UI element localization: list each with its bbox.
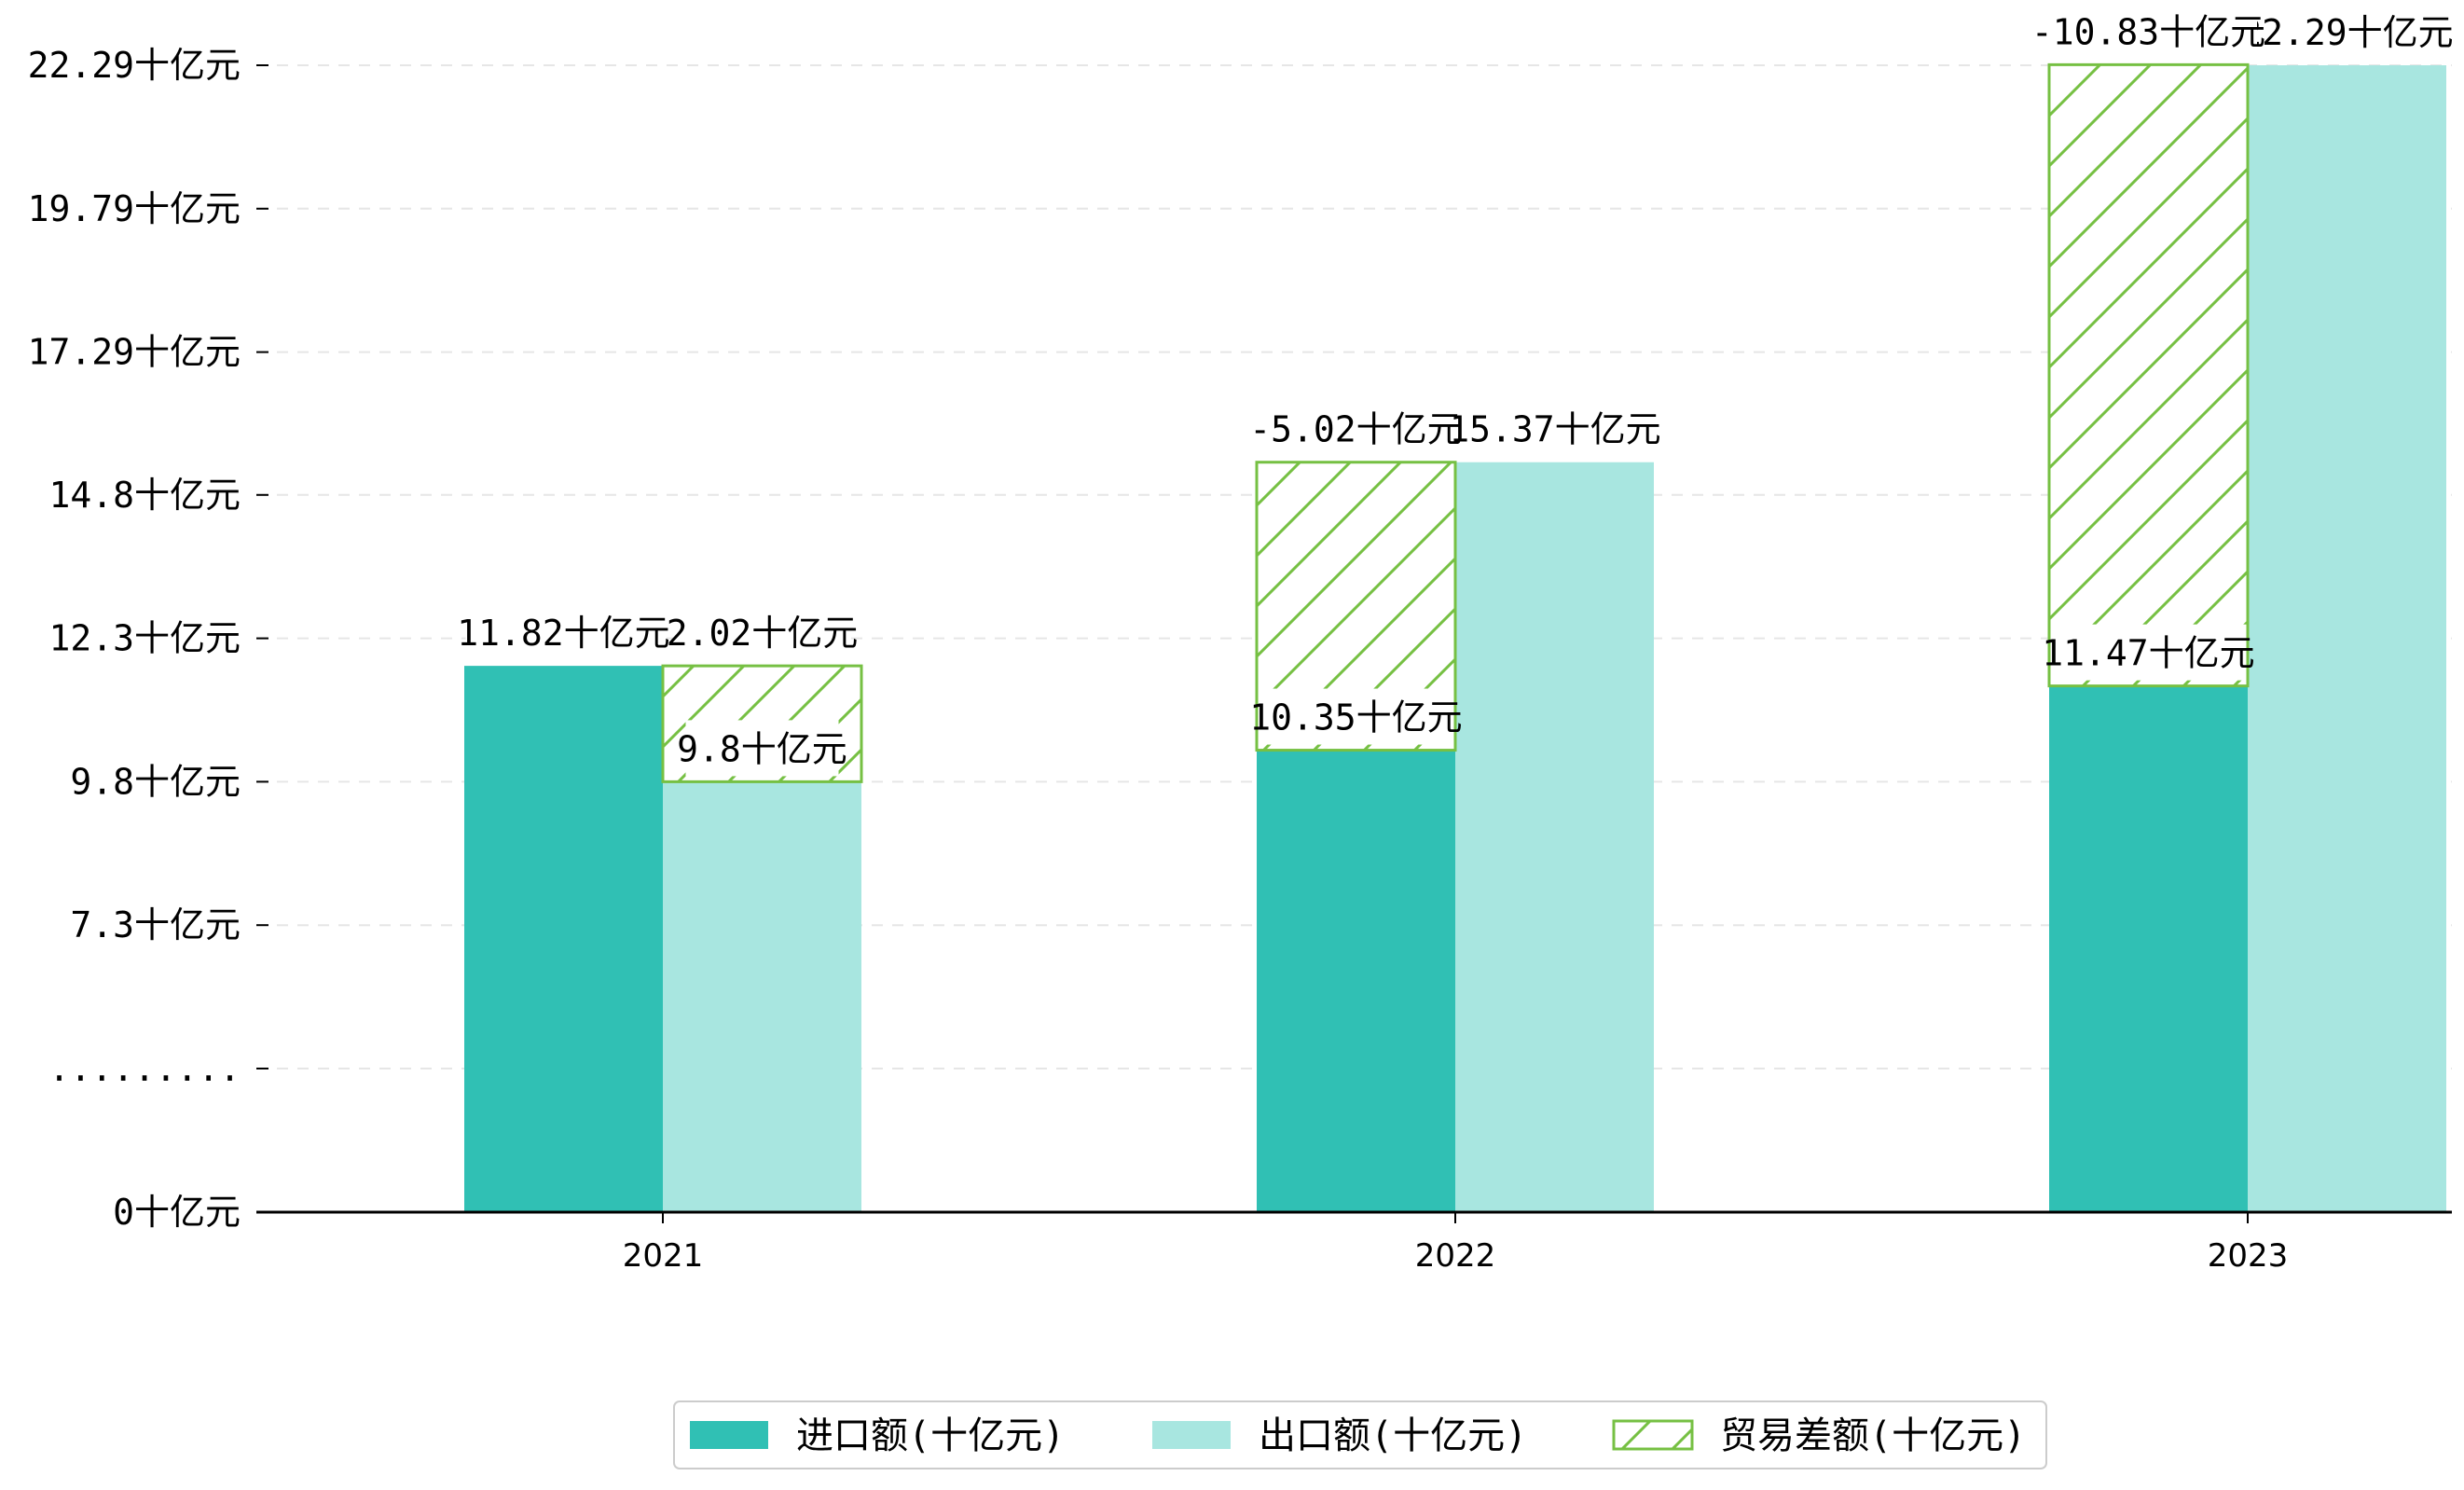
data-label-import-2022: 10.35十亿元 [1249, 697, 1462, 738]
data-label-balance-2023-box [2040, 3, 2257, 60]
bar-export-2022 [1455, 462, 1654, 1212]
y-tick-label: 14.8十亿元 [48, 475, 241, 516]
legend-swatch-0 [690, 1421, 768, 1449]
y-tick-label: 7.3十亿元 [70, 904, 241, 945]
bar-import-2023 [2049, 685, 2248, 1212]
data-label-import-2021-box [465, 604, 662, 661]
legend-frame [673, 1400, 2047, 1469]
y-tick-label: ......... [48, 1048, 241, 1089]
bar-export-2021 [663, 781, 861, 1212]
data-label-import-2023: 11.47十亿元 [2042, 633, 2254, 674]
legend-swatch-2 [1612, 1419, 1694, 1451]
x-tick-label: 2023 [2208, 1237, 2289, 1275]
legend-label-0: 进口额(十亿元) [796, 1414, 1065, 1457]
data-label-import-2022-box [1258, 688, 1454, 745]
data-label-export-2022: 15.37十亿元 [1448, 409, 1660, 450]
bar-export-2023 [2248, 65, 2446, 1212]
legend-swatch-1 [1152, 1421, 1231, 1449]
data-label-balance-2021: 2.02十亿元 [667, 613, 859, 654]
legend-label-1: 出口额(十亿元) [1259, 1414, 1527, 1457]
y-tick-label: 17.29十亿元 [28, 332, 241, 373]
data-label-balance-2021-box [675, 604, 849, 661]
y-tick-label: 9.8十亿元 [70, 761, 241, 802]
data-label-balance-2023: -10.83十亿元 [2031, 11, 2265, 52]
data-label-export-2021: 9.8十亿元 [677, 728, 847, 769]
data-label-import-2023-box [2050, 624, 2247, 681]
y-tick-label: 12.3十亿元 [48, 618, 241, 659]
data-label-export-2022-box [1456, 400, 1653, 457]
data-label-export-2021-box [685, 720, 839, 777]
y-tick-label: 19.79十亿元 [28, 188, 241, 229]
axes: 0十亿元......... 7.3十亿元 9.8十亿元 12.3十亿元 14.8十亿元 1… [28, 45, 2452, 1275]
data-label-export-2023-box [2249, 4, 2445, 60]
data-label-balance-2022-box [1258, 400, 1454, 457]
bar-import-2021 [464, 666, 663, 1212]
data-labels: 11.82十亿元 9.8十亿元 2.02十亿元 10.35十亿元 15.37十亿元-5.… [457, 3, 2454, 777]
data-label-import-2021: 11.82十亿元 [457, 613, 669, 654]
data-label-balance-2022: -5.02十亿元 [1249, 409, 1462, 450]
bar-balance-2023 [2047, 62, 2250, 688]
data-label-export-2023: 22.29十亿元 [2240, 12, 2453, 53]
legend-label-2: 贸易差额(十亿元) [1720, 1414, 2026, 1457]
y-tick-label: 22.29十亿元 [28, 45, 241, 86]
bar-import-2022 [1257, 750, 1455, 1212]
y-tick-label: 0十亿元 [113, 1192, 241, 1233]
x-tick-label: 2021 [623, 1237, 704, 1275]
legend: 进口额(十亿元) 出口额(十亿元) 贸易差额(十亿元) [673, 1400, 2047, 1469]
x-tick-label: 2022 [1415, 1237, 1496, 1275]
